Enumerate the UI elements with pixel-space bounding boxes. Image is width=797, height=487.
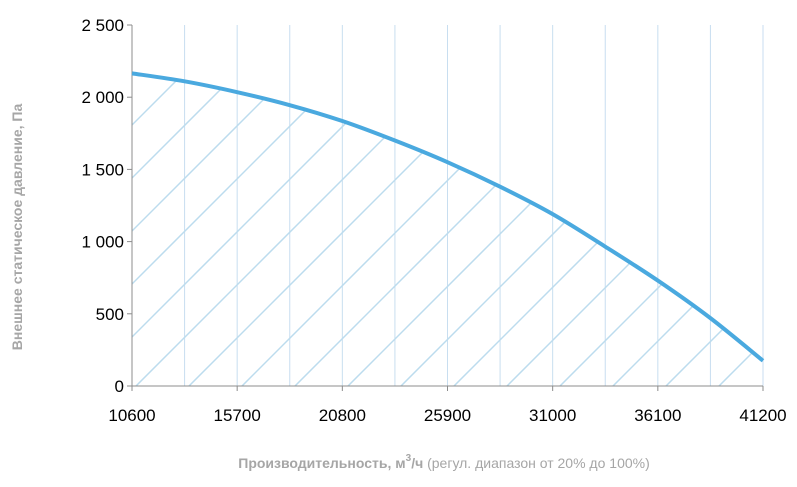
data-point <box>184 81 185 82</box>
hatch-line <box>347 73 763 387</box>
hatch-line <box>132 73 345 387</box>
data-point <box>552 214 553 215</box>
hatch-line <box>772 0 797 386</box>
data-point <box>342 121 343 122</box>
x-tick-label: 36100 <box>634 406 681 425</box>
hatch-line <box>453 73 763 387</box>
x-axis-title-main: Производительность, м <box>238 455 405 471</box>
hatch-line <box>718 73 763 387</box>
hatch-line <box>188 73 610 387</box>
x-tick-label: 10600 <box>108 406 155 425</box>
data-point <box>394 140 395 141</box>
hatch-line <box>241 73 663 387</box>
data-point <box>605 246 606 247</box>
hatch-line <box>132 73 186 387</box>
hatched-area <box>132 0 797 387</box>
hatch-line <box>665 73 763 387</box>
x-axis-title-range: (регул. диапазон от 20% до 100%) <box>423 455 650 471</box>
x-axis-title: Производительность, м3/ч (регул. диапазо… <box>238 453 650 471</box>
series-line <box>131 71 765 363</box>
grid-lines <box>184 25 764 386</box>
y-axis-title: Внешнее статическое давление, Па <box>9 104 25 351</box>
series-curve <box>131 71 765 363</box>
y-tick-label: 1 000 <box>81 233 124 252</box>
x-tick-label: 25900 <box>424 406 471 425</box>
hatch-line <box>612 73 763 387</box>
x-tick-label: 20800 <box>319 406 366 425</box>
y-tick-label: 500 <box>96 305 124 324</box>
hatch-line <box>135 73 557 387</box>
data-point <box>132 73 133 74</box>
y-tick-label: 0 <box>115 377 124 396</box>
hatch-line <box>400 73 763 387</box>
data-point <box>763 360 764 361</box>
data-point <box>447 162 448 163</box>
x-tick-labels: 10600 15700 20800 25900 31000 36100 41200 <box>108 406 786 425</box>
data-point <box>710 318 711 319</box>
axes <box>127 24 764 391</box>
hatch-line <box>132 73 451 387</box>
y-tick-label: 2 000 <box>81 88 124 107</box>
hatch-line <box>132 73 239 387</box>
x-axis-title-unit: /ч <box>411 455 423 471</box>
hatch-line <box>132 73 504 387</box>
data-point <box>500 186 501 187</box>
x-tick-label: 31000 <box>529 406 576 425</box>
y-tick-label: 1 500 <box>81 160 124 179</box>
y-tick-label: 2 500 <box>81 16 124 35</box>
y-tick-labels: 0 500 1 000 1 500 2 000 2 500 <box>81 16 124 396</box>
x-tick-label: 41200 <box>739 406 786 425</box>
data-point <box>657 280 658 281</box>
data-point <box>289 105 290 106</box>
hatch-line <box>559 73 763 387</box>
x-axis-title-sup: 3 <box>406 453 412 464</box>
x-tick-label: 15700 <box>214 406 261 425</box>
hatch-line <box>294 73 716 387</box>
data-point <box>237 92 238 93</box>
hatch-line <box>506 73 763 387</box>
hatch-line <box>132 73 398 387</box>
